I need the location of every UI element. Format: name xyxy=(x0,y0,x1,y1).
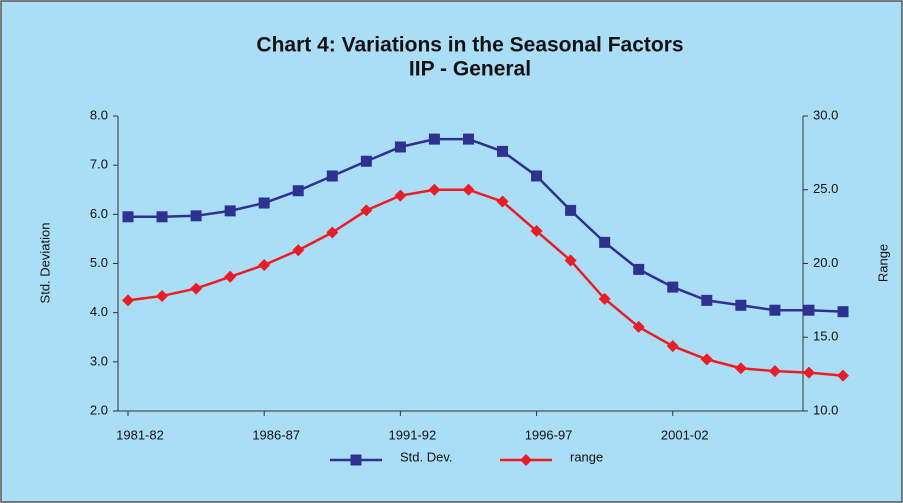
marker xyxy=(734,362,747,375)
series-line xyxy=(128,137,844,313)
series-line xyxy=(127,188,844,377)
y2-tick-label: 15.0 xyxy=(813,329,838,344)
y2-axis-label: Range xyxy=(875,244,890,282)
marker xyxy=(564,254,577,267)
marker xyxy=(735,299,747,311)
marker xyxy=(700,353,713,366)
marker xyxy=(190,210,202,222)
x-tick-label: 1991-92 xyxy=(389,427,437,442)
marker xyxy=(803,304,815,316)
y-tick-label: 5.0 xyxy=(90,255,108,270)
legend-marker xyxy=(520,454,532,466)
marker xyxy=(768,365,781,378)
marker xyxy=(632,320,645,333)
marker xyxy=(462,133,474,145)
marker xyxy=(462,183,475,196)
marker xyxy=(428,183,441,196)
marker xyxy=(530,225,543,238)
marker xyxy=(360,155,372,167)
marker xyxy=(156,211,168,223)
marker xyxy=(122,294,134,307)
x-tick-label: 2001-02 xyxy=(661,427,709,442)
marker xyxy=(598,292,611,305)
marker xyxy=(394,189,407,202)
marker xyxy=(667,281,679,293)
marker xyxy=(531,170,543,182)
marker xyxy=(666,340,679,353)
marker xyxy=(258,197,270,209)
marker xyxy=(156,289,169,302)
marker xyxy=(837,369,849,382)
chart-title: Chart 4: Variations in the Seasonal Fact… xyxy=(256,34,683,57)
marker xyxy=(701,294,713,306)
legend-marker xyxy=(350,454,362,466)
y-axis-label: Std. Deviation xyxy=(37,223,52,304)
x-tick-label: 1986-87 xyxy=(252,427,300,442)
y2-tick-label: 20.0 xyxy=(813,255,838,270)
y-tick-label: 7.0 xyxy=(90,157,108,172)
x-tick-label: 1996-97 xyxy=(525,427,573,442)
y2-tick-label: 10.0 xyxy=(813,402,838,417)
y2-tick-label: 25.0 xyxy=(813,181,838,196)
chart-subtitle: IIP - General xyxy=(409,58,531,81)
y-tick-label: 3.0 xyxy=(90,353,108,368)
marker xyxy=(292,185,304,197)
marker xyxy=(497,145,509,157)
y-tick-label: 2.0 xyxy=(90,402,108,417)
y-tick-label: 4.0 xyxy=(90,304,108,319)
marker xyxy=(394,141,406,153)
x-tick-label: 1981-82 xyxy=(116,427,164,442)
marker xyxy=(496,195,509,208)
marker xyxy=(258,258,271,271)
legend-label: range xyxy=(570,449,603,464)
marker xyxy=(326,226,339,239)
marker xyxy=(224,205,236,217)
marker xyxy=(428,133,440,145)
marker xyxy=(802,366,815,379)
marker xyxy=(360,204,373,217)
marker xyxy=(224,270,237,283)
marker xyxy=(122,211,134,223)
marker xyxy=(599,236,611,248)
y-tick-label: 6.0 xyxy=(90,206,108,221)
legend-label: Std. Dev. xyxy=(400,449,453,464)
y-tick-label: 8.0 xyxy=(90,107,108,122)
marker xyxy=(292,244,305,257)
marker xyxy=(837,306,849,318)
marker xyxy=(633,263,645,275)
marker xyxy=(769,304,781,316)
y2-tick-label: 30.0 xyxy=(813,107,838,122)
marker xyxy=(190,282,203,295)
marker xyxy=(565,204,577,216)
marker xyxy=(326,170,338,182)
